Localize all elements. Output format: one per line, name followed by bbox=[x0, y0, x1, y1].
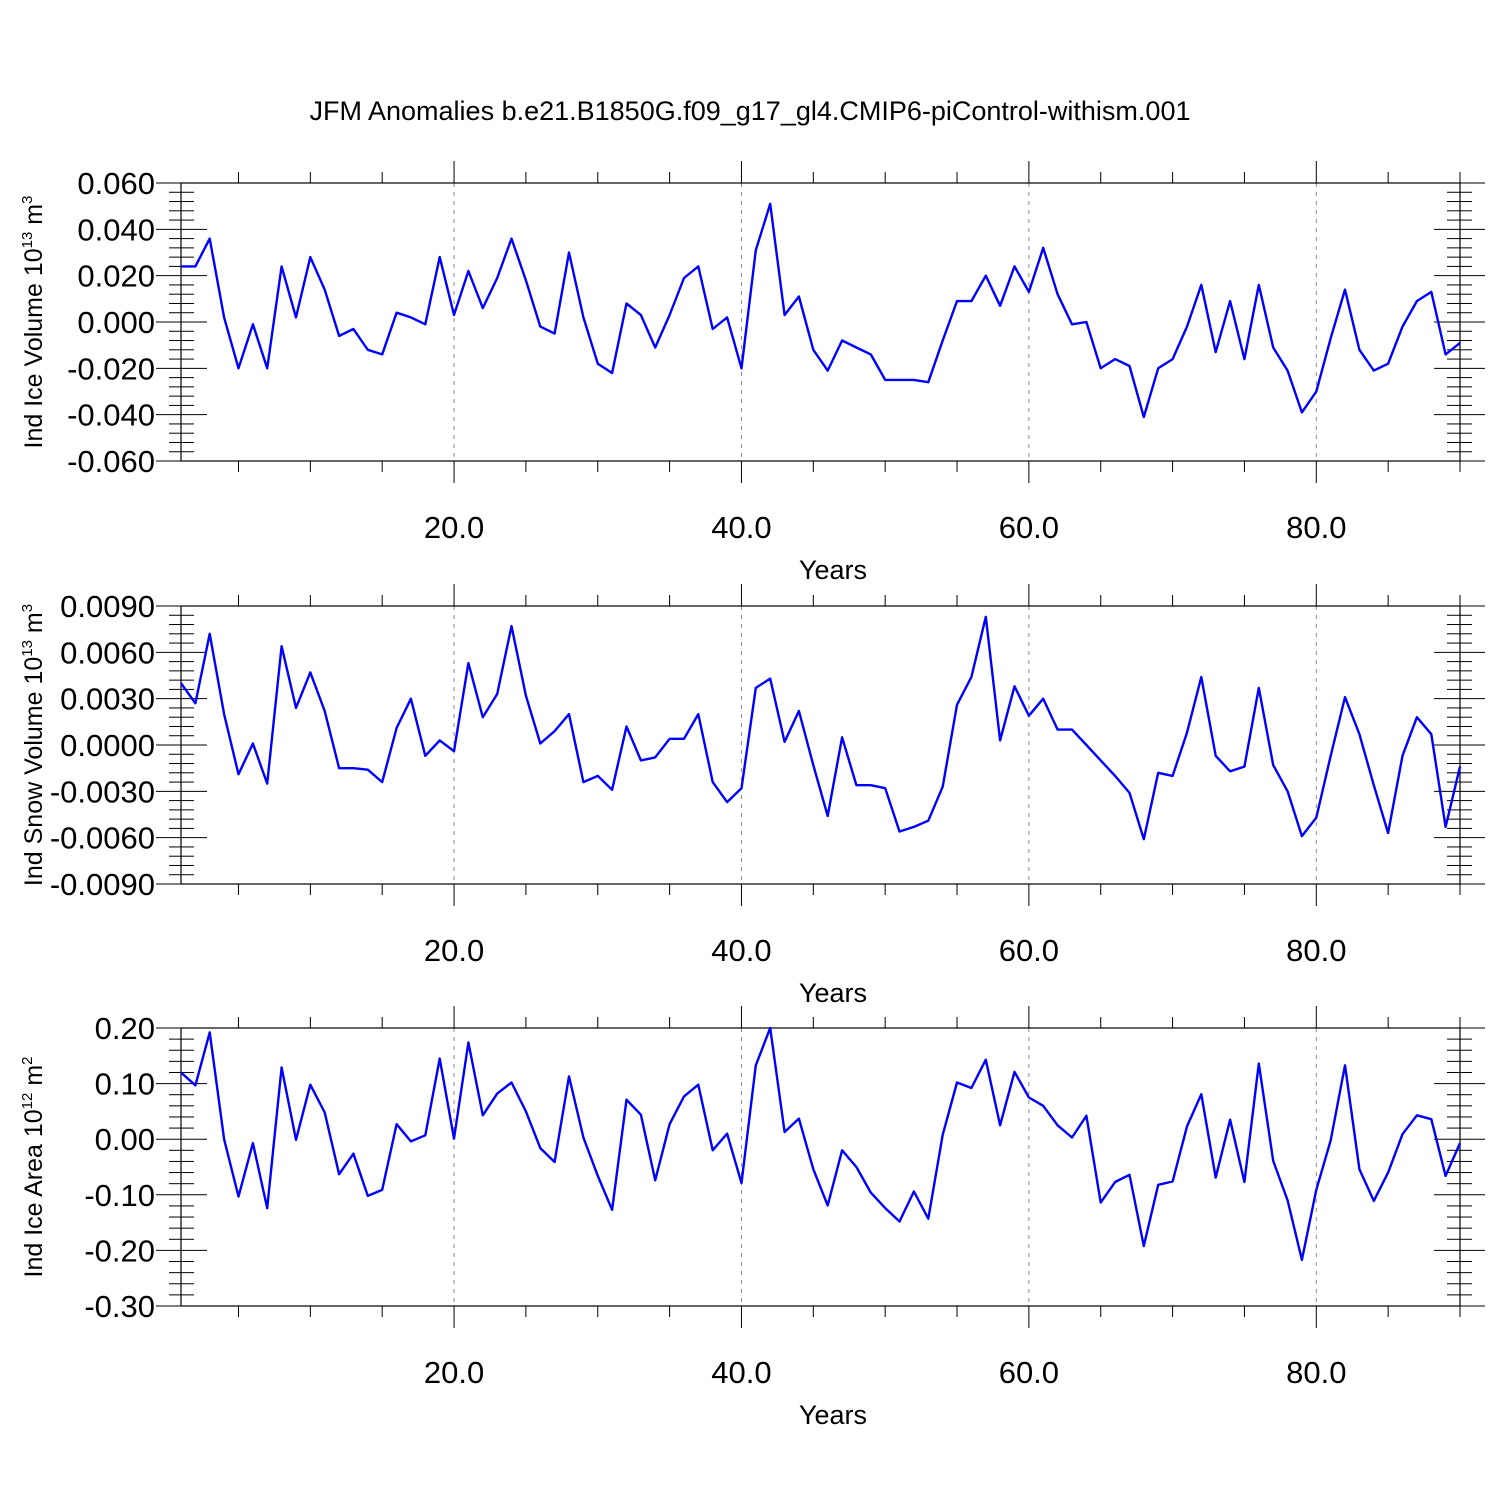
x-tick-label: 20.0 bbox=[424, 1355, 484, 1390]
y-axis-label: Ind Ice Area 1012 m2 bbox=[19, 1057, 48, 1278]
y-axis-label: Ind Ice Volume 1013 m3 bbox=[19, 196, 48, 449]
y-tick-label: -0.0090 bbox=[50, 867, 155, 902]
y-tick-label: -0.30 bbox=[84, 1289, 155, 1324]
plot-frame bbox=[181, 606, 1460, 884]
panel-3: -0.30 -0.20 -0.10 0.00 0.10 0.20 20.0 40.0 60.0 8… bbox=[19, 1006, 1485, 1430]
y-axis-label-exponent: 13 bbox=[19, 232, 36, 249]
x-tick-label: 80.0 bbox=[1286, 510, 1346, 545]
y-axis-label-main: Ind Snow Volume 10 bbox=[20, 657, 48, 886]
y-axis-label: Ind Snow Volume 1013 m3 bbox=[19, 604, 48, 886]
x-tick-label: 80.0 bbox=[1286, 1355, 1346, 1390]
series-line bbox=[181, 1028, 1460, 1260]
y-tick-label: 0.00 bbox=[95, 1122, 155, 1157]
x-axis-label: Years bbox=[799, 978, 867, 1008]
y-tick-label: 0.20 bbox=[95, 1011, 155, 1046]
x-tick-label: 40.0 bbox=[711, 510, 771, 545]
y-tick-label: -0.20 bbox=[84, 1233, 155, 1268]
x-tick-label: 60.0 bbox=[999, 1355, 1059, 1390]
y-tick-label: -0.020 bbox=[67, 351, 155, 386]
x-tick-label: 20.0 bbox=[424, 933, 484, 968]
y-tick-label: 0.0060 bbox=[60, 635, 155, 670]
x-tick-label: 60.0 bbox=[999, 933, 1059, 968]
x-tick-label: 80.0 bbox=[1286, 933, 1346, 968]
y-axis-label-exponent: 12 bbox=[19, 1093, 36, 1110]
y-tick-label: -0.0060 bbox=[50, 821, 155, 856]
y-tick-label: 0.060 bbox=[77, 166, 155, 201]
plot-frame bbox=[181, 1028, 1460, 1306]
y-axis-label-unit: m bbox=[20, 1065, 48, 1093]
x-tick-label: 60.0 bbox=[999, 510, 1059, 545]
y-axis-label-main: Ind Ice Volume 10 bbox=[20, 248, 48, 448]
series-line bbox=[181, 617, 1460, 839]
x-tick-label: 20.0 bbox=[424, 510, 484, 545]
panel-2: -0.0090 -0.0060 -0.0030 0.0000 0.0030 0.0060 0… bbox=[19, 584, 1485, 1008]
y-tick-label: 0.000 bbox=[77, 305, 155, 340]
x-axis-label: Years bbox=[799, 555, 867, 585]
x-axis-label: Years bbox=[799, 1400, 867, 1430]
series-line bbox=[181, 204, 1460, 417]
y-tick-label: 0.0090 bbox=[60, 589, 155, 624]
y-tick-label: 0.10 bbox=[95, 1067, 155, 1102]
y-tick-label: -0.040 bbox=[67, 398, 155, 433]
panel-1: -0.060 -0.040 -0.020 0.000 0.020 0.040 0.060 20… bbox=[19, 161, 1485, 585]
y-tick-label: 0.0000 bbox=[60, 728, 155, 763]
chart-panels: -0.060-0.040-0.0200.0000.0200.0400.06020… bbox=[19, 161, 1485, 1430]
y-tick-label: 0.040 bbox=[77, 212, 155, 247]
y-axis-label-unit-exponent: 3 bbox=[19, 604, 36, 612]
y-axis-label-exponent: 13 bbox=[19, 640, 36, 657]
x-tick-label: 40.0 bbox=[711, 1355, 771, 1390]
chart-title: JFM Anomalies b.e21.B1850G.f09_g17_gl4.C… bbox=[310, 96, 1191, 126]
y-axis-label-unit: m bbox=[20, 204, 48, 232]
y-axis-label-main: Ind Ice Area 10 bbox=[20, 1109, 48, 1277]
y-tick-label: -0.060 bbox=[67, 444, 155, 479]
y-axis-label-unit-exponent: 3 bbox=[19, 196, 36, 204]
y-axis-label-unit-exponent: 2 bbox=[19, 1057, 36, 1065]
y-tick-label: 0.0030 bbox=[60, 682, 155, 717]
x-tick-label: 40.0 bbox=[711, 933, 771, 968]
y-tick-label: 0.020 bbox=[77, 259, 155, 294]
y-tick-label: -0.0030 bbox=[50, 774, 155, 809]
y-tick-label: -0.10 bbox=[84, 1178, 155, 1213]
y-axis-label-unit: m bbox=[20, 612, 48, 640]
